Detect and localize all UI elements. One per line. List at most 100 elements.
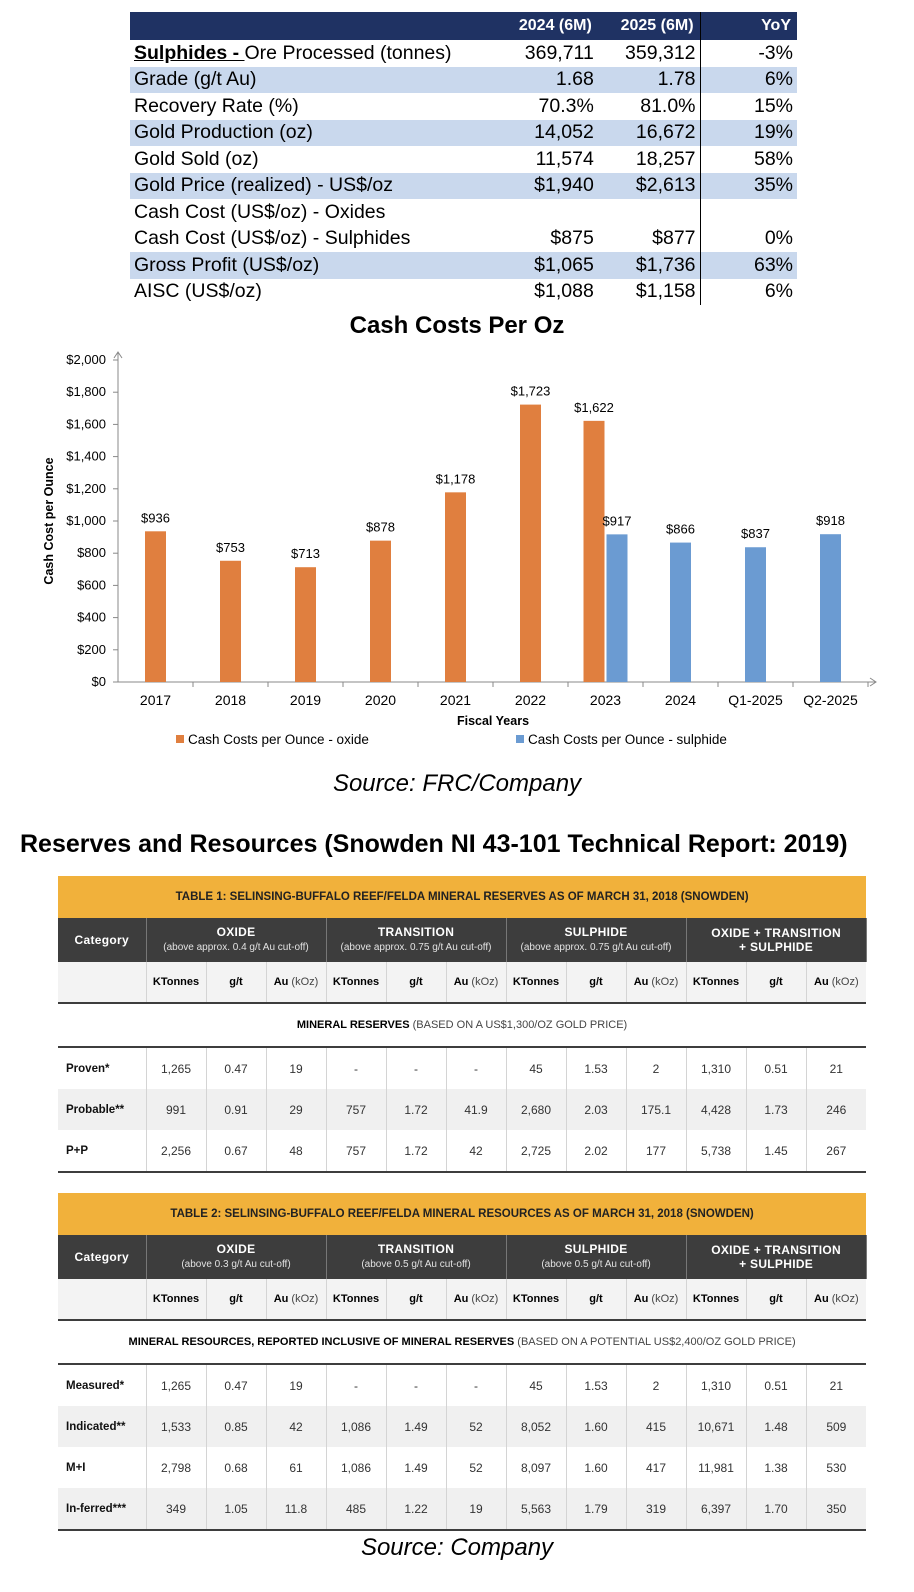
y-tick-label: $1,800 [66, 384, 106, 399]
resources-cell: 1.60 [566, 1447, 627, 1488]
reserves-cell: 2,256 [146, 1130, 207, 1173]
resources-cell: 1.05 [206, 1488, 267, 1531]
ops-row-label: Gold Price (realized) - US$/oz [130, 172, 509, 199]
kt-header: KTonnes [146, 962, 207, 1004]
x-tick-label: 2020 [365, 692, 396, 708]
x-axis-title: Fiscal Years [457, 714, 529, 728]
resources-cell: 349 [146, 1488, 207, 1531]
reserves-cell: 48 [266, 1130, 327, 1173]
resources-row-label: Indicated** [58, 1406, 147, 1447]
reserves-cell: 1.72 [386, 1089, 447, 1130]
oxide-bar [295, 567, 316, 682]
group-transition: TRANSITION (above 0.5 g/t Au cut-off) [326, 1235, 507, 1279]
resources-cell: 52 [446, 1447, 507, 1488]
ops-value-yoy: 35% [700, 172, 797, 199]
reserves-table-title-row: TABLE 1: SELINSING-BUFFALO REEF/FELDA MI… [58, 876, 867, 918]
x-tick-label: 2018 [215, 692, 246, 708]
ops-row-label: Sulphides - Ore Processed (tonnes) [130, 40, 508, 67]
gt-header: g/t [566, 1279, 627, 1321]
resources-cell: 1,265 [146, 1364, 207, 1406]
resources-cell: 11,981 [686, 1447, 747, 1488]
reserves-section-row: MINERAL RESERVES (BASED ON A US$1,300/OZ… [58, 1003, 867, 1048]
ops-row-label: Grade (g/t Au) [130, 66, 509, 93]
y-tick-label: $200 [77, 642, 106, 657]
resources-cell: 0.47 [206, 1364, 267, 1406]
resources-cell: 8,097 [506, 1447, 567, 1488]
ops-value-2025: $2,613 [597, 172, 701, 199]
ops-value-2024: 11,574 [535, 147, 594, 170]
reserves-cell: 21 [829, 1061, 843, 1076]
reserves-cell: 267 [806, 1130, 867, 1173]
ops-value-2024 [508, 199, 598, 226]
resources-cell: - [386, 1364, 447, 1406]
category-header: Category [58, 918, 147, 962]
kt-header: KTonnes [146, 1279, 207, 1321]
resources-cell: - [446, 1364, 507, 1406]
reserves-heading: Reserves and Resources (Snowden NI 43-10… [20, 830, 848, 858]
x-tick-label: 2021 [440, 692, 471, 708]
kt-header: KTonnes [506, 1279, 567, 1321]
reserves-cell: 1,310 [686, 1047, 747, 1089]
reserves-cell: - [326, 1047, 387, 1089]
kt-header: KTonnes [326, 962, 387, 1004]
x-tick-label: Q1-2025 [728, 692, 783, 708]
x-tick-label: 2017 [140, 692, 171, 708]
resources-cell: 417 [626, 1447, 687, 1488]
legend-oxide-swatch [176, 735, 184, 743]
reserves-table-title: TABLE 1: SELINSING-BUFFALO REEF/FELDA MI… [58, 876, 867, 918]
resources-cell: 8,052 [506, 1406, 567, 1447]
oxide-bar [370, 540, 391, 682]
au-header: Au (kOz) [806, 1279, 867, 1321]
resources-cell: 1.70 [746, 1488, 807, 1531]
ops-row: AISC (US$/oz) $1,088 $1,158 6% [130, 278, 797, 305]
resources-cell: 530 [826, 1460, 847, 1475]
data-label: $918 [816, 513, 845, 528]
kt-header: KTonnes [686, 962, 747, 1004]
ops-row: Grade (g/t Au) 1.68 1.78 6% [130, 66, 797, 93]
data-label: $1,178 [436, 471, 476, 486]
y-tick-label: $600 [77, 577, 106, 592]
reserves-cell: 42 [446, 1130, 507, 1173]
reserves-cell: 41.9 [446, 1089, 507, 1130]
reserves-group-header: Category OXIDE (above approx. 0.4 g/t Au … [58, 918, 867, 962]
reserves-cell: 1.53 [566, 1047, 627, 1089]
gt-header: g/t [206, 962, 267, 1004]
au-header: Au (kOz) [446, 962, 507, 1004]
reserves-cell: 29 [266, 1089, 327, 1130]
resources-group-header: Category OXIDE (above 0.3 g/t Au cut-off)… [58, 1235, 867, 1279]
gt-header: g/t [566, 962, 627, 1004]
reserves-cell: - [386, 1047, 447, 1089]
resources-cell: 0.51 [746, 1364, 807, 1406]
kt-header: KTonnes [686, 1279, 747, 1321]
ops-value-2025: $1,736 [597, 252, 701, 279]
resources-row-label: M+I [58, 1447, 147, 1488]
reserves-cell: 5,738 [686, 1130, 747, 1173]
resources-cell: 0.85 [206, 1406, 267, 1447]
reserves-cell: 991 [146, 1089, 207, 1130]
group-oxide: OXIDE (above approx. 0.4 g/t Au cut-off) [146, 918, 327, 962]
resources-cell: 10,671 [686, 1406, 747, 1447]
reserves-cell: 1.73 [746, 1089, 807, 1130]
y-axis-arrow-icon [113, 351, 123, 359]
resources-table-title: TABLE 2: SELINSING-BUFFALO REEF/FELDA MI… [58, 1193, 867, 1235]
data-label: $713 [291, 546, 320, 561]
resources-cell: 1.49 [386, 1447, 447, 1488]
resources-cell: 45 [506, 1364, 567, 1406]
au-header: Au (kOz) [266, 1279, 327, 1321]
ops-value-2024: $1,940 [508, 172, 598, 199]
reserves-cell: 246 [806, 1089, 867, 1130]
reserves-row: Proven* 1,265 0.47 19- - -45 1.53 2 1,310 0.51 21 [58, 1047, 866, 1089]
ops-row: Sulphides - Ore Processed (tonnes) 369,7… [130, 40, 797, 67]
y-tick-label: $1,000 [66, 513, 106, 528]
reserves-cell: - [446, 1047, 507, 1089]
resources-section-label: MINERAL RESOURCES, REPORTED INCLUSIVE OF… [58, 1320, 867, 1365]
gt-header: g/t [386, 1279, 447, 1321]
ops-row-label: Cash Cost (US$/oz) - Oxides [134, 200, 386, 223]
data-label: $866 [666, 522, 695, 537]
au-header: Au (kOz) [806, 962, 867, 1004]
resources-cell: 350 [806, 1488, 867, 1531]
x-tick-label: 2022 [515, 692, 546, 708]
reserves-table: TABLE 1: SELINSING-BUFFALO REEF/FELDA MI… [58, 876, 867, 1173]
kt-header: KTonnes [506, 962, 567, 1004]
ops-value-2025: 18,257 [597, 146, 701, 173]
